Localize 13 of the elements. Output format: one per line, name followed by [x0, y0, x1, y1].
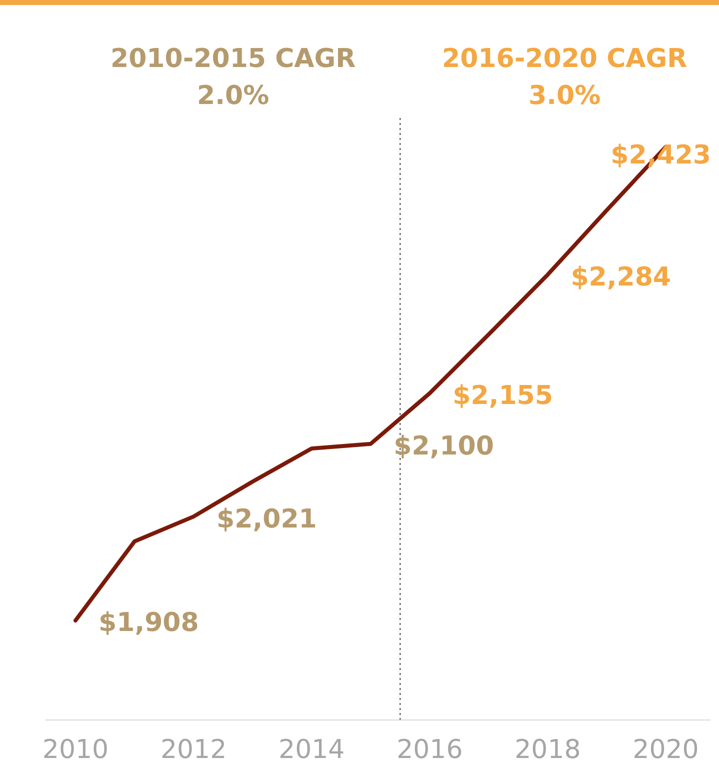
x-tick-label: 2012 [160, 735, 227, 766]
x-tick-label: 2016 [396, 735, 463, 766]
text: 2016-2020 CAGR 3.0% [442, 44, 688, 111]
x-tick-label: 2014 [278, 735, 345, 766]
text: 2010-2015 CAGR 2.0% [110, 44, 356, 111]
data-label: $2,100 [394, 432, 494, 462]
x-tick-label: 2018 [514, 735, 581, 766]
data-label: $2,155 [452, 381, 553, 412]
x-tick-label: 2020 [632, 735, 699, 766]
data-label: $1,908 [98, 608, 199, 638]
data-label: $2,021 [216, 504, 317, 534]
data-label: $2,284 [570, 262, 672, 292]
x-tick-label: 2010 [42, 735, 109, 766]
